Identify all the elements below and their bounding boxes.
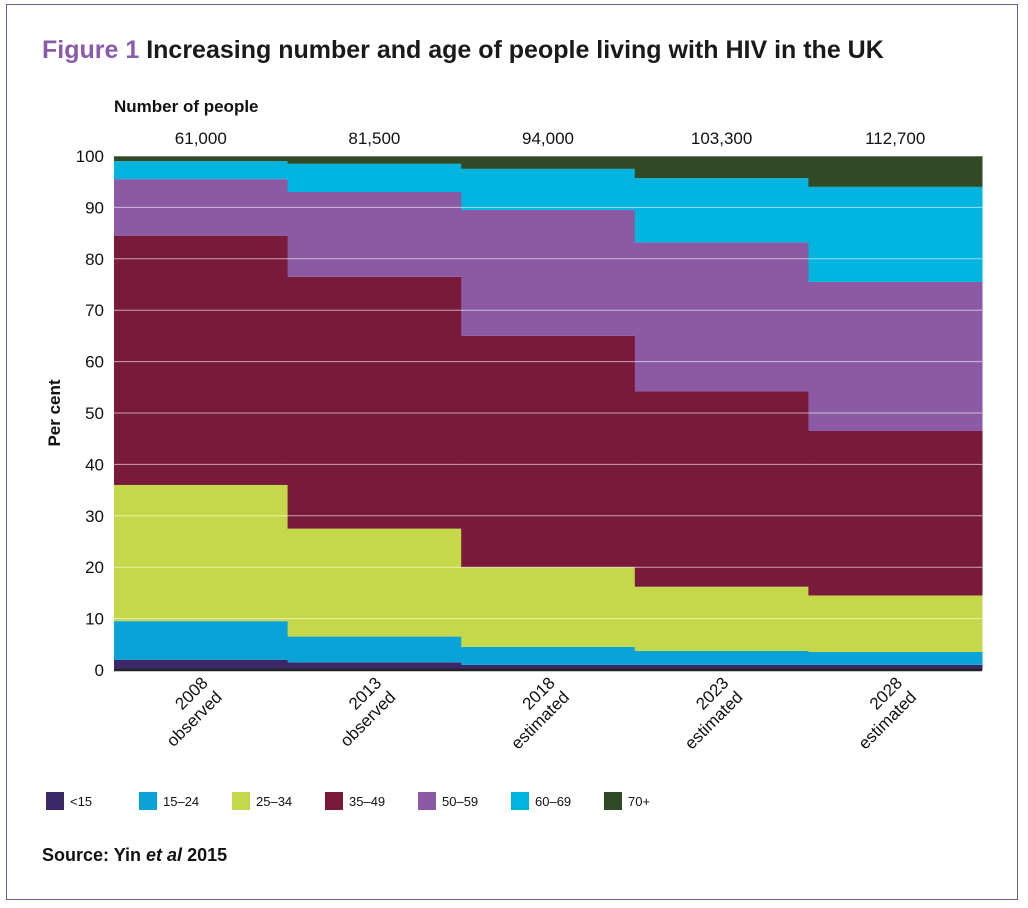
bar-segment-2028-0 bbox=[808, 664, 983, 670]
legend-label-6: 70+ bbox=[628, 793, 651, 809]
bar-segment-2023-1 bbox=[634, 650, 809, 665]
bar-segment-2028-1 bbox=[808, 652, 983, 665]
legend-item-0: <15 bbox=[46, 792, 92, 810]
bar-segment-2008-3 bbox=[114, 235, 289, 485]
bar-segment-2013-6 bbox=[287, 156, 462, 164]
bar-segment-2008-6 bbox=[114, 156, 289, 162]
y-tick-label-20: 20 bbox=[85, 558, 104, 577]
y-tick-label-40: 40 bbox=[85, 455, 104, 474]
bar-segment-2028-4 bbox=[808, 281, 983, 431]
bar-segment-2028-2 bbox=[808, 595, 983, 653]
bar-segment-2028-5 bbox=[808, 186, 983, 282]
bar-segment-2028-6 bbox=[808, 156, 983, 187]
bar-segment-2018-1 bbox=[461, 646, 636, 665]
legend-item-1: 15–24 bbox=[139, 792, 199, 810]
source-prefix: Source: Yin bbox=[42, 845, 147, 865]
bar-segment-2023-4 bbox=[634, 242, 809, 392]
legend-item-6: 70+ bbox=[604, 792, 650, 810]
legend-swatch-2 bbox=[232, 792, 250, 810]
chart-subtitle: Number of people bbox=[114, 97, 259, 116]
y-tick-label-60: 60 bbox=[85, 353, 104, 372]
y-axis-label: Per cent bbox=[45, 379, 64, 446]
figure-title: Figure 1 Increasing number and age of pe… bbox=[42, 36, 884, 65]
legend-item-3: 35–49 bbox=[325, 792, 385, 810]
bar-segment-2023-0 bbox=[634, 664, 809, 670]
legend-swatch-0 bbox=[46, 792, 64, 810]
bar-segment-2013-0 bbox=[287, 662, 462, 670]
bar-segment-2008-2 bbox=[114, 484, 289, 622]
legend-swatch-3 bbox=[325, 792, 343, 810]
bar-segment-2008-1 bbox=[114, 621, 289, 660]
legend-swatch-5 bbox=[511, 792, 529, 810]
bar-total-2013: 81,500 bbox=[348, 129, 400, 148]
source-suffix: 2015 bbox=[182, 845, 228, 865]
bar-segment-2018-4 bbox=[461, 209, 636, 336]
bar-segment-2013-4 bbox=[287, 191, 462, 277]
figure-label: Figure 1 bbox=[42, 36, 140, 64]
bar-total-2018: 94,000 bbox=[522, 129, 574, 148]
y-tick-label-100: 100 bbox=[76, 147, 104, 166]
bar-segment-2018-3 bbox=[461, 335, 636, 568]
y-tick-label-80: 80 bbox=[85, 250, 104, 269]
legend-label-1: 15–24 bbox=[163, 793, 200, 809]
legend-label-4: 50–59 bbox=[442, 793, 479, 809]
source-italic: et al bbox=[146, 845, 183, 865]
figure-frame bbox=[6, 4, 1018, 900]
y-tick-label-10: 10 bbox=[85, 610, 104, 629]
legend-label-5: 60–69 bbox=[535, 793, 572, 809]
bar-segment-2023-5 bbox=[634, 178, 809, 243]
bar-segment-2008-5 bbox=[114, 161, 289, 180]
source-note: Source: Yin et al 2015 bbox=[42, 845, 227, 866]
bar-segment-2028-3 bbox=[808, 430, 983, 596]
bar-segment-2018-5 bbox=[461, 168, 636, 210]
legend-label-3: 35–49 bbox=[349, 793, 386, 809]
legend-item-4: 50–59 bbox=[418, 792, 478, 810]
bar-segment-2018-2 bbox=[461, 567, 636, 647]
legend-label-2: 25–34 bbox=[256, 793, 293, 809]
legend-label-0: <15 bbox=[70, 793, 93, 809]
legend-item-5: 60–69 bbox=[511, 792, 571, 810]
legend-swatch-6 bbox=[604, 792, 622, 810]
legend-swatch-4 bbox=[418, 792, 436, 810]
bar-segment-2013-5 bbox=[287, 163, 462, 192]
bar-segment-2018-6 bbox=[461, 156, 636, 169]
title-text: Increasing number and age of people livi… bbox=[146, 36, 884, 64]
bar-segment-2023-6 bbox=[634, 156, 809, 179]
y-tick-label-90: 90 bbox=[85, 198, 104, 217]
bar-segment-2013-3 bbox=[287, 276, 462, 529]
bar-segment-2013-2 bbox=[287, 528, 462, 637]
bar-segment-2013-1 bbox=[287, 636, 462, 663]
legend-swatch-1 bbox=[139, 792, 157, 810]
legend-item-2: 25–34 bbox=[232, 792, 292, 810]
bar-segment-2018-0 bbox=[461, 664, 636, 670]
bar-segment-2023-3 bbox=[634, 391, 809, 587]
y-tick-label-50: 50 bbox=[85, 404, 104, 423]
y-tick-label-0: 0 bbox=[95, 661, 104, 680]
bar-total-2008: 61,000 bbox=[175, 129, 227, 148]
bar-total-2023: 103,300 bbox=[691, 129, 752, 148]
y-tick-label-70: 70 bbox=[85, 301, 104, 320]
y-tick-label-30: 30 bbox=[85, 507, 104, 526]
bar-segment-2008-0 bbox=[114, 659, 289, 670]
bar-total-2028: 112,700 bbox=[865, 129, 925, 148]
